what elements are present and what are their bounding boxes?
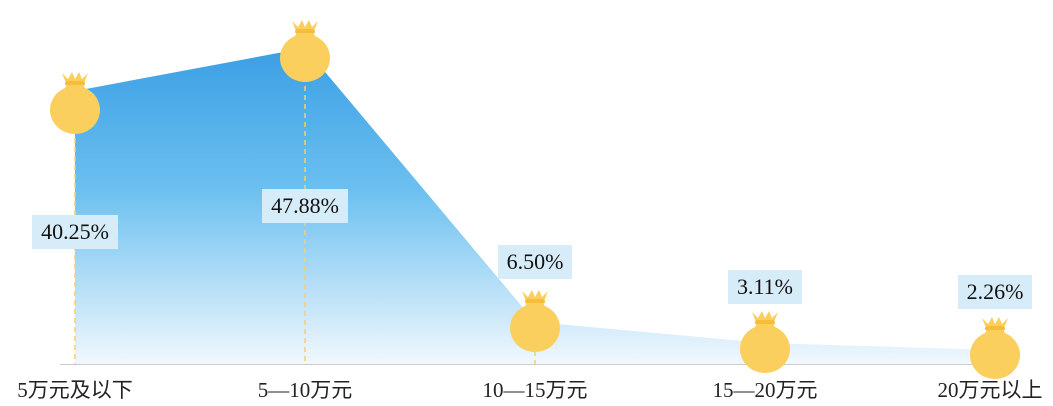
money-bag-icon: [50, 72, 100, 134]
value-label: 47.88%: [262, 189, 348, 223]
value-label-text: 6.50%: [507, 249, 564, 274]
value-label-box: [958, 275, 1032, 309]
money-bag-icon: [740, 311, 790, 373]
money-bag-icon: [280, 20, 330, 82]
value-label: 3.11%: [728, 270, 802, 304]
value-label-box: [32, 215, 118, 249]
category-label: 5万元及以下: [17, 378, 133, 402]
category-labels: 5万元及以下 5—10万元 10—15万元 15—20万元 20万元以上: [17, 378, 1042, 402]
value-label-box: [728, 270, 802, 304]
category-label: 10—15万元: [483, 378, 588, 402]
marker-layer: [50, 20, 1020, 379]
category-label: 15—20万元: [713, 378, 818, 402]
money-bag-icon: [970, 317, 1020, 379]
category-label: 5—10万元: [258, 378, 353, 402]
value-label-box: [262, 189, 348, 223]
money-bag-icon: [510, 290, 560, 352]
value-label: 6.50%: [498, 245, 572, 279]
value-label-text: 3.11%: [737, 274, 793, 299]
value-label-text: 47.88%: [271, 193, 339, 218]
value-label: 40.25%: [32, 215, 118, 249]
value-label-text: 40.25%: [41, 219, 109, 244]
value-label-box: [498, 245, 572, 279]
value-labels: 40.25% 47.88% 6.50% 3.11% 2.26%: [32, 189, 1032, 309]
category-label: 20万元以上: [938, 378, 1043, 402]
value-label-text: 2.26%: [967, 279, 1024, 304]
value-label: 2.26%: [958, 275, 1032, 309]
